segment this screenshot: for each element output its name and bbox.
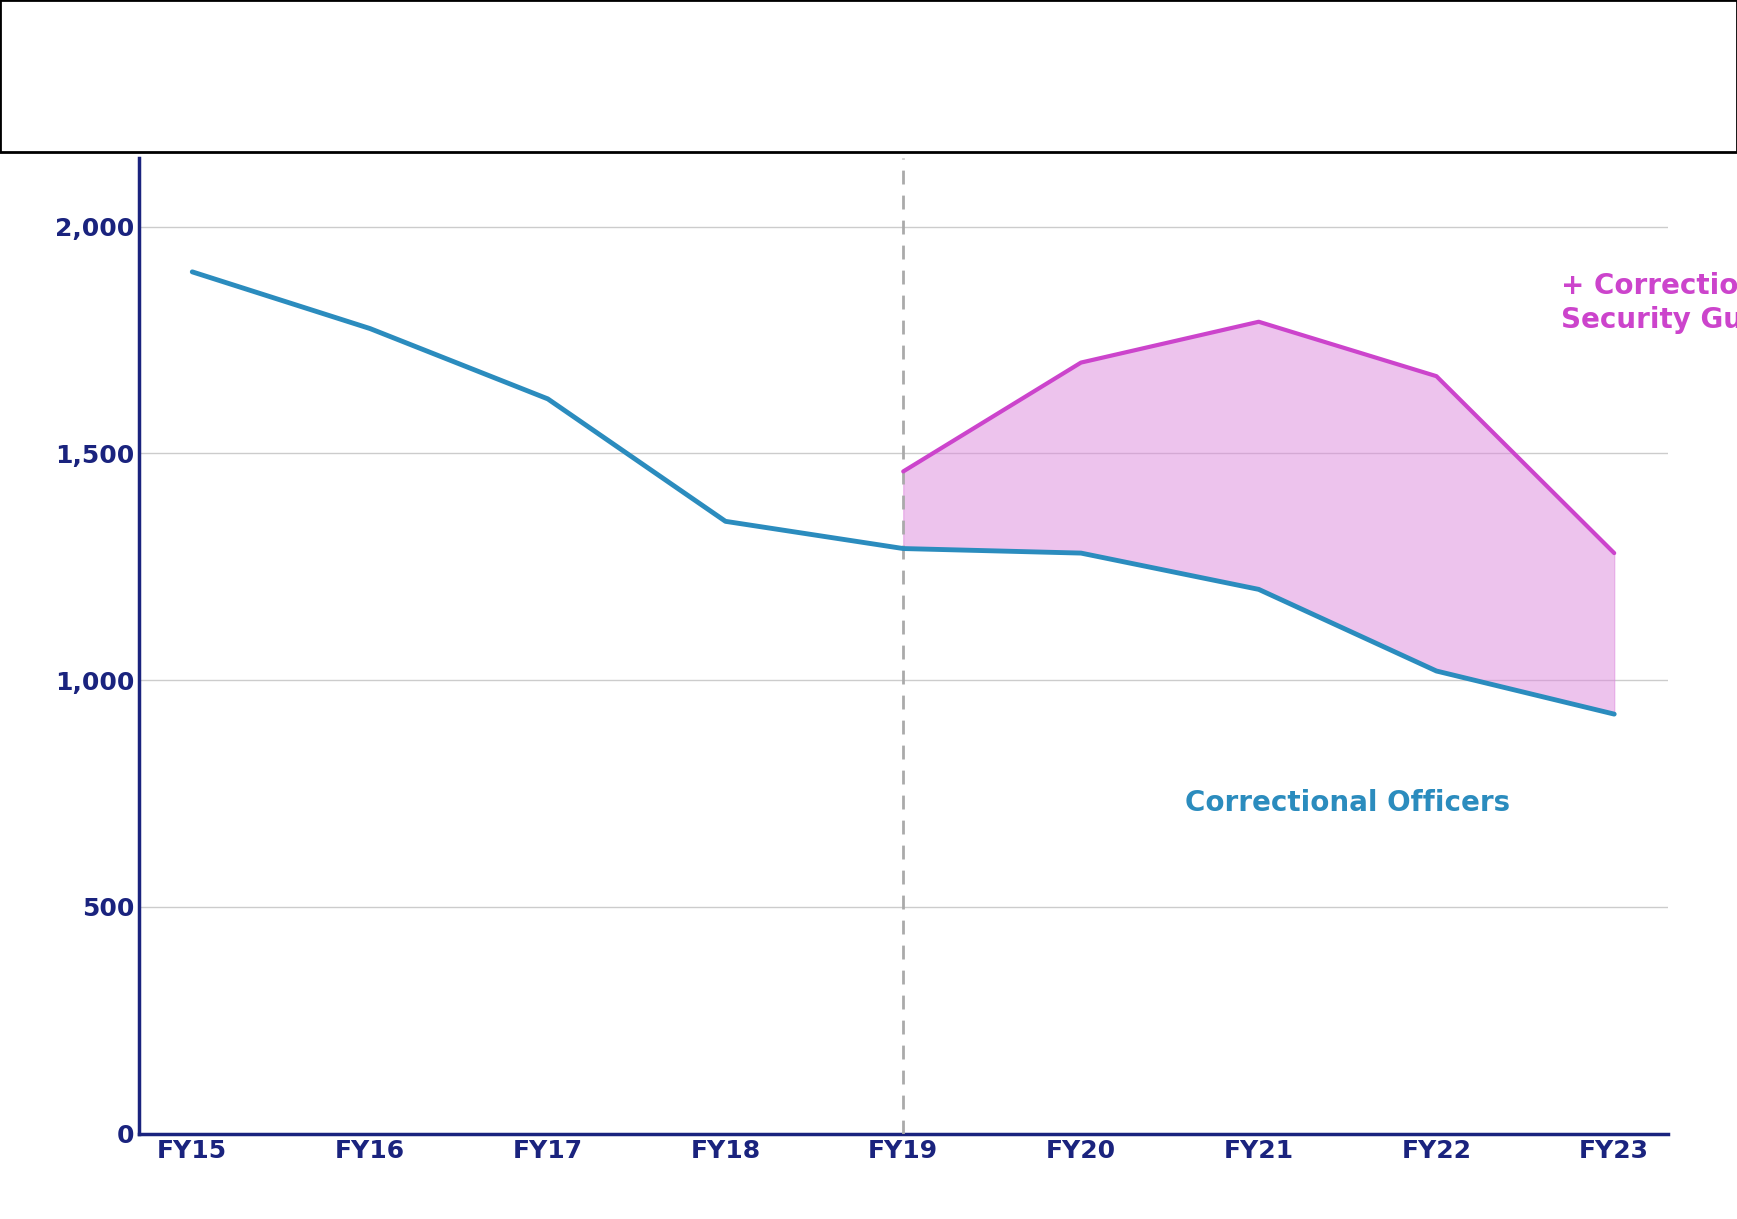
Text: Correctional Officers: Correctional Officers	[1185, 789, 1509, 817]
Text: Correctional Security Guards: Correctional Security Guards	[448, 45, 922, 73]
Text: + Correctional
Security Guards: + Correctional Security Guards	[1562, 272, 1737, 334]
Text: correctional officers: correctional officers	[639, 102, 971, 130]
Text: to prison staffing: to prison staffing	[922, 45, 1218, 73]
Text: .: .	[971, 102, 981, 130]
Text: Figure 8 | The addition of: Figure 8 | The addition of	[21, 45, 448, 74]
Text: has helped offset the decline in total: has helped offset the decline in total	[21, 102, 639, 130]
